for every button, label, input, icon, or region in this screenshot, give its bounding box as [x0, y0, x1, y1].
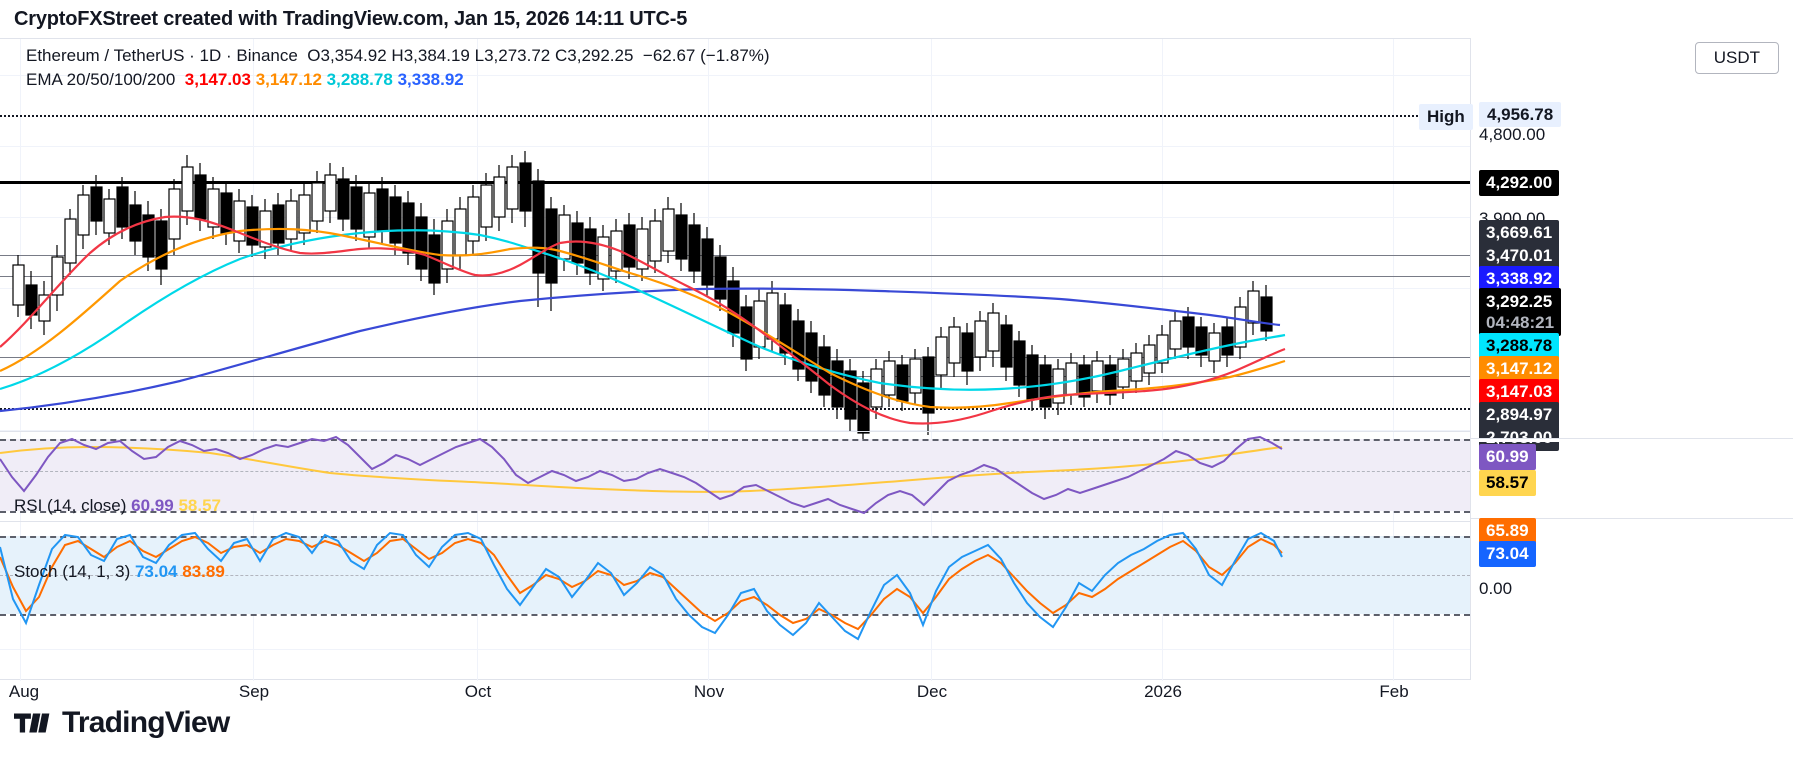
symbol-name: Ethereum / TetherUS [26, 46, 185, 65]
ema200-value: 3,338.92 [397, 70, 464, 89]
interval-label: 1D [199, 46, 222, 65]
level-line-3147b [0, 357, 1470, 358]
high-marker-label: High [1419, 104, 1473, 130]
price-change-pct: (−1.87%) [700, 46, 770, 65]
time-label-dec: Dec [916, 682, 948, 701]
high-value-text: 4,956.78 [1479, 102, 1562, 127]
rsi-legend-value: 60.99 [131, 496, 174, 515]
level-line-3339 [0, 276, 1470, 277]
ohlc-open: O3,354.92 [307, 46, 387, 65]
rsi-midline-50 [0, 471, 1470, 472]
pricescale-pane-mask-rsi [1471, 438, 1793, 442]
level-line-3147a [0, 376, 1470, 377]
support-line-2895 [0, 408, 1470, 410]
stoch-midline-50 [0, 575, 1470, 576]
tradingview-brand-text: TradingView [62, 706, 230, 739]
current-price-tag: 3,292.25 04:48:21 [1479, 288, 1562, 336]
price-label-3339-ema200: 3,338.92 [1479, 266, 1560, 292]
stoch-legend-title: Stoch (14, 1, 3) [14, 562, 131, 581]
rsi-axis-label-60: 60.99 [1479, 444, 1536, 470]
exchange-label: Binance [236, 46, 298, 65]
rsi-band-bottom-30 [0, 511, 1470, 513]
rsi-signal-line [0, 445, 1283, 493]
rsi-line [0, 435, 1283, 515]
current-price-value: 3,292.25 [1486, 292, 1553, 311]
ohlc-close: C3,292.25 [554, 46, 634, 65]
ema100-line [0, 229, 1286, 391]
ohlc-low: L3,273.72 [474, 46, 551, 65]
gridline [0, 430, 1470, 431]
time-label-nov: Nov [693, 682, 725, 701]
high-marker-value: 4,956.78 [1479, 102, 1562, 127]
stoch-axis-label-0: 0.00 [1479, 579, 1513, 598]
price-change: −62.67 [642, 46, 696, 65]
stoch-legend[interactable]: Stoch (14, 1, 3) 73.04 83.89 [14, 562, 225, 582]
price-label-3147-ema50: 3,147.12 [1479, 356, 1560, 382]
price-label-3470: 3,470.01 [1479, 243, 1560, 269]
currency-badge[interactable]: USDT [1694, 42, 1779, 74]
vgrid-dec [708, 39, 709, 681]
stoch-band-bottom-20 [0, 614, 1470, 616]
ema100-value: 3,288.78 [326, 70, 393, 89]
rsi-legend-signal: 58.57 [178, 496, 221, 515]
time-label-aug: Aug [8, 682, 40, 701]
candlesticks [12, 151, 1273, 439]
stoch-k-line [0, 531, 1283, 641]
ema20-value: 3,147.03 [184, 70, 251, 89]
tradingview-footer[interactable]: TradingView [14, 706, 230, 740]
level-line-3470 [0, 255, 1470, 256]
ema20-line [0, 215, 1286, 425]
gridline [0, 217, 1470, 218]
time-label-2026: 2026 [1144, 682, 1182, 701]
ema-legend[interactable]: EMA 20/50/100/200 3,147.03 3,147.12 3,28… [26, 70, 464, 90]
price-label-2894: 2,894.97 [1479, 402, 1560, 428]
stoch-axis-label-65: 65.89 [1479, 518, 1536, 544]
price-pane [0, 151, 1286, 439]
tradingview-logo-icon [14, 713, 50, 733]
pricescale-pane-mask-stoch [1471, 518, 1793, 522]
rsi-legend-title: RSI (14, close) [14, 496, 127, 515]
rsi-pane [0, 435, 1283, 515]
rsi-band [0, 439, 1470, 511]
price-label-4800: 4,800.00 [1479, 125, 1546, 144]
stoch-band-top-80 [0, 536, 1470, 538]
gridline [0, 146, 1470, 147]
ema50-value: 3,147.12 [255, 70, 322, 89]
countdown-timer: 04:48:21 [1486, 313, 1555, 332]
price-label-3288-ema100: 3,288.78 [1479, 333, 1560, 359]
stoch-pane-divider [0, 521, 1793, 522]
stoch-legend-d: 83.89 [182, 562, 225, 581]
stoch-pane [0, 531, 1283, 641]
attribution-text: CryptoFXStreet created with TradingView.… [14, 8, 688, 30]
time-label-oct: Oct [464, 682, 492, 701]
price-label-3147-ema20: 3,147.03 [1479, 379, 1560, 405]
time-label-sep: Sep [238, 682, 270, 701]
ohlc-high: H3,384.19 [391, 46, 470, 65]
time-label-feb: Feb [1379, 682, 1409, 701]
high-level-line [0, 115, 1470, 117]
price-label-3669: 3,669.61 [1479, 220, 1560, 246]
price-label-4292: 4,292.00 [1479, 170, 1560, 196]
rsi-band-top-70 [0, 439, 1470, 441]
legend-sep-2: · [221, 46, 237, 65]
vgrid-nov [477, 39, 478, 681]
legend-sep-1: · [184, 46, 200, 65]
ema-legend-title: EMA 20/50/100/200 [26, 70, 176, 89]
rsi-pane-divider [0, 431, 1793, 432]
vgrid-feb [1393, 39, 1394, 681]
rsi-axis-label-58: 58.57 [1479, 470, 1536, 496]
rsi-legend[interactable]: RSI (14, close) 60.99 58.57 [14, 496, 221, 516]
gridline [0, 75, 1470, 76]
price-scale[interactable]: High 4,956.78 4,800.00 4,292.00 3,900.00… [1419, 38, 1793, 680]
symbol-legend[interactable]: Ethereum / TetherUS · 1D · Binance O3,35… [26, 46, 770, 66]
resistance-line-4292 [0, 181, 1470, 184]
stoch-legend-k: 73.04 [134, 562, 178, 581]
stoch-gridline-zero [0, 649, 1470, 650]
stoch-axis-label-73: 73.04 [1479, 541, 1536, 567]
time-axis[interactable]: Aug Sep Oct Nov Dec 2026 Feb [0, 680, 1793, 714]
stoch-d-line [0, 535, 1283, 631]
